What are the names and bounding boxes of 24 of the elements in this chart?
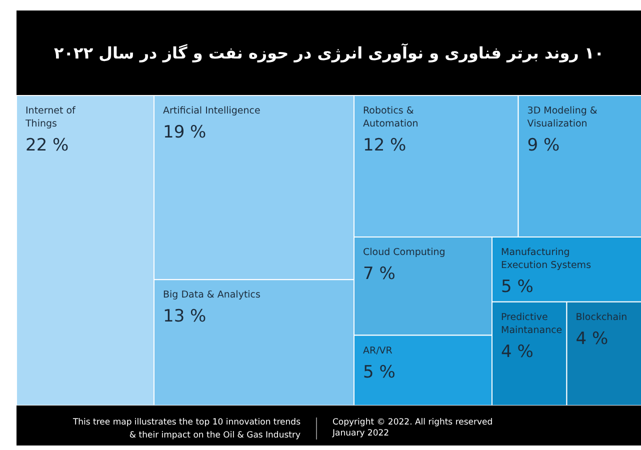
- data-label: 22 %: [26, 136, 69, 156]
- text: This tree map illustrates the top 10 innovation trends & their impact on the Oil & Gas Industry: [72, 418, 302, 440]
- data-label: 19 %: [163, 122, 206, 142]
- category-label: Manufacturing Execution Systems: [501, 247, 592, 272]
- data-label: 7 %: [363, 264, 396, 284]
- category-label: Big Data & Analytics: [163, 290, 261, 301]
- data-label: 5 %: [363, 362, 396, 382]
- data-label: 9 %: [527, 136, 560, 156]
- category-label: Blockchain: [576, 312, 628, 323]
- category-label: Robotics & Automation: [363, 106, 418, 130]
- category-label: Cloud Computing: [363, 247, 446, 258]
- data-label: 4 %: [576, 328, 608, 349]
- data-label: 13 %: [163, 306, 206, 327]
- category-label: Artificial Intelligence: [163, 106, 261, 116]
- data-label: 5 %: [501, 277, 534, 298]
- text: ۱۰ روند برتر فناوری و نوآوری انرژی در حوزه نفت و گاز در سال ۲۰۲۲: [54, 42, 604, 62]
- category-label: 3D Modeling & Visualization: [527, 106, 598, 130]
- category-label: AR/VR: [363, 345, 393, 356]
- data-label: 4 %: [501, 342, 534, 362]
- category-label: Predictive Maintanance: [501, 312, 562, 336]
- category-label: Internet of Things: [24, 106, 76, 130]
- text: January 2022: [332, 428, 390, 438]
- text: Copyright © 2022. All rights reserved: [332, 418, 493, 428]
- data-label: 12 %: [363, 136, 406, 156]
